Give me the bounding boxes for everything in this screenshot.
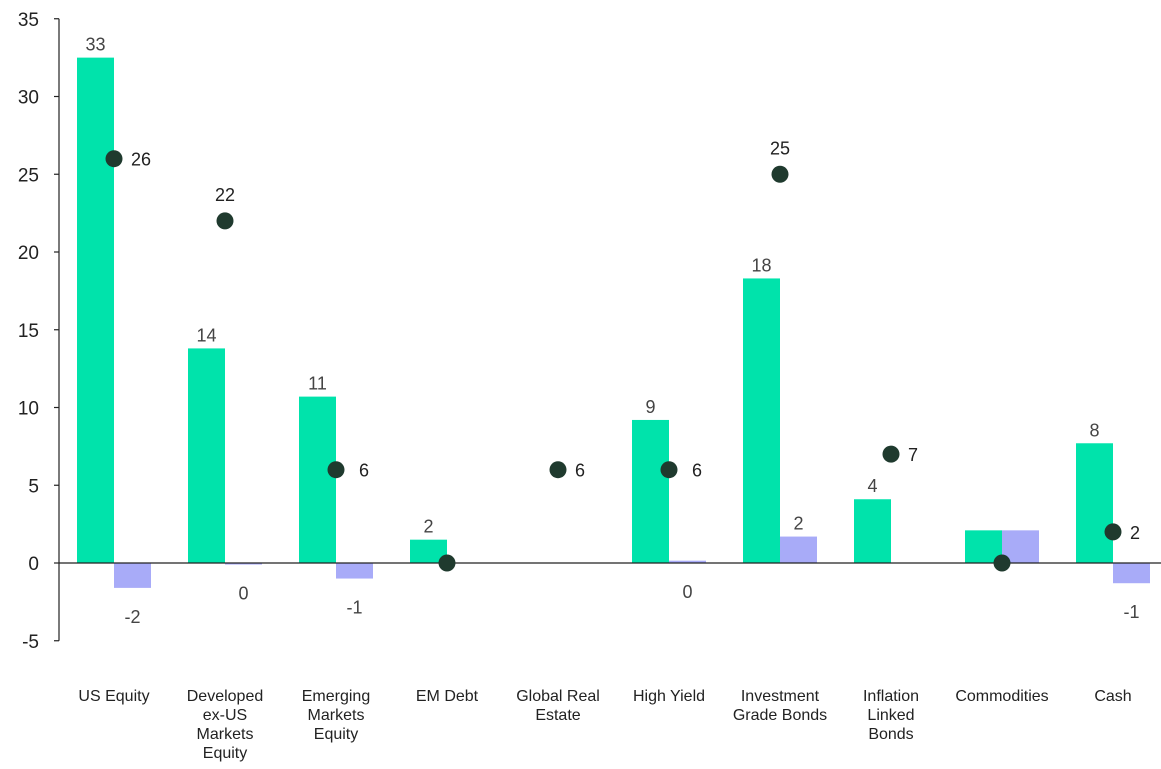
x-category-label-line: Markets (197, 726, 254, 743)
x-category-label-line: High Yield (633, 688, 705, 705)
series-a-bar (743, 278, 780, 563)
series-a-bars (77, 57, 1113, 564)
series-a-bar (410, 539, 447, 563)
series-c-dot (327, 461, 345, 479)
series-c-dot (216, 212, 234, 230)
series-a-bar (1076, 443, 1113, 563)
series-b-bar (114, 563, 151, 588)
series-c-data-label: 25 (770, 138, 790, 158)
series-c-data-label: 22 (215, 185, 235, 205)
x-axis-labels: US Equity Developed ex-US Markets EquityEmer… (78, 688, 1131, 762)
x-category-label: US Equity (78, 688, 149, 705)
series-c-data-label: 6 (359, 461, 369, 481)
y-tick-label: 5 (28, 476, 39, 497)
y-tick-label: 25 (18, 165, 39, 186)
x-category-label-line: Investment (741, 688, 820, 705)
series-c-dot (549, 461, 567, 479)
series-c-dot (993, 554, 1011, 572)
series-a-data-label: 18 (751, 255, 771, 275)
series-b-data-label: 0 (238, 584, 248, 604)
series-b-data-label: 0 (682, 582, 692, 602)
series-a-data-label: 11 (308, 374, 327, 394)
x-category-label-line: Global Real (516, 688, 600, 705)
series-c-data-label: 6 (575, 461, 585, 481)
series-a-bar (632, 419, 669, 563)
series-a-data-label: 8 (1089, 420, 1099, 440)
x-category-label: Commodities (955, 688, 1048, 705)
series-b-bar (336, 563, 373, 579)
series-c-dot (105, 150, 123, 168)
x-category-label-line: Cash (1094, 688, 1131, 705)
series-b-bars (114, 530, 1150, 588)
series-c-dot (660, 461, 678, 479)
series-c-dot (882, 445, 900, 463)
x-category-label: Investment Grade Bonds (733, 688, 827, 724)
series-a-data-label: 2 (423, 517, 433, 537)
series-c-data-label: 7 (908, 445, 918, 465)
bar-labels: 33 14 11 2 9 18 4 8 -2 0 -1 0 2 -1 (85, 35, 1139, 627)
series-b-data-label: -1 (346, 598, 362, 618)
x-category-label: Inflation Linked Bonds (863, 688, 919, 743)
y-tick-label: 15 (18, 321, 39, 342)
series-c-data-label: 6 (692, 461, 702, 481)
series-c-data-label: 26 (131, 150, 151, 170)
series-a-data-label: 4 (867, 476, 877, 496)
series-a-bar (188, 348, 225, 563)
x-category-label-line: Bonds (868, 726, 913, 743)
y-tick-label: -5 (22, 632, 39, 653)
x-category-label-line: EM Debt (416, 688, 479, 705)
series-c-dot (438, 554, 456, 572)
x-category-label: Cash (1094, 688, 1131, 705)
x-category-label: Emerging Markets Equity (302, 688, 370, 743)
series-c-dot (771, 165, 789, 183)
x-category-label: Developed ex-US Markets Equity (187, 688, 264, 762)
x-category-label-line: ex-US (203, 707, 247, 724)
series-b-data-label: 2 (793, 514, 803, 534)
series-a-bar (854, 499, 891, 563)
x-category-label-line: Commodities (955, 688, 1048, 705)
series-a-data-label: 9 (645, 397, 655, 417)
y-tick-label: 20 (18, 243, 39, 264)
series-b-bar (1113, 563, 1150, 584)
series-a-data-label: 33 (85, 35, 105, 55)
x-category-label-line: Inflation (863, 688, 919, 705)
series-c-dot (1104, 523, 1122, 541)
x-category-label: EM Debt (416, 688, 479, 705)
series-c-data-label: 2 (1130, 523, 1140, 543)
series-b-bar (780, 536, 817, 563)
x-category-label: High Yield (633, 688, 705, 705)
series-a-bar (77, 57, 114, 563)
series-b-bar (669, 560, 706, 563)
x-category-label-line: Equity (314, 726, 358, 743)
x-category-label-line: US Equity (78, 688, 149, 705)
series-b-data-label: -1 (1123, 602, 1139, 622)
y-tick-label: 0 (28, 554, 39, 575)
x-category-label-line: Markets (308, 707, 365, 724)
y-tick-label: 35 (18, 10, 39, 31)
series-b-bar (225, 563, 262, 565)
y-axis: -5 0 5 10 15 20 25 30 35 (18, 10, 60, 653)
y-tick-label: 30 (18, 88, 39, 109)
series-a-data-label: 14 (196, 325, 216, 345)
x-category-label-line: Estate (535, 707, 580, 724)
x-category-label-line: Linked (867, 707, 914, 724)
series-a-bar (299, 396, 336, 563)
x-category-label-line: Emerging (302, 688, 370, 705)
x-category-label: Global Real Estate (516, 688, 600, 724)
x-category-label-line: Grade Bonds (733, 707, 827, 724)
series-b-data-label: -2 (124, 607, 140, 627)
x-category-label-line: Equity (203, 745, 247, 762)
x-category-label-line: Developed (187, 688, 264, 705)
y-tick-label: 10 (18, 399, 39, 420)
